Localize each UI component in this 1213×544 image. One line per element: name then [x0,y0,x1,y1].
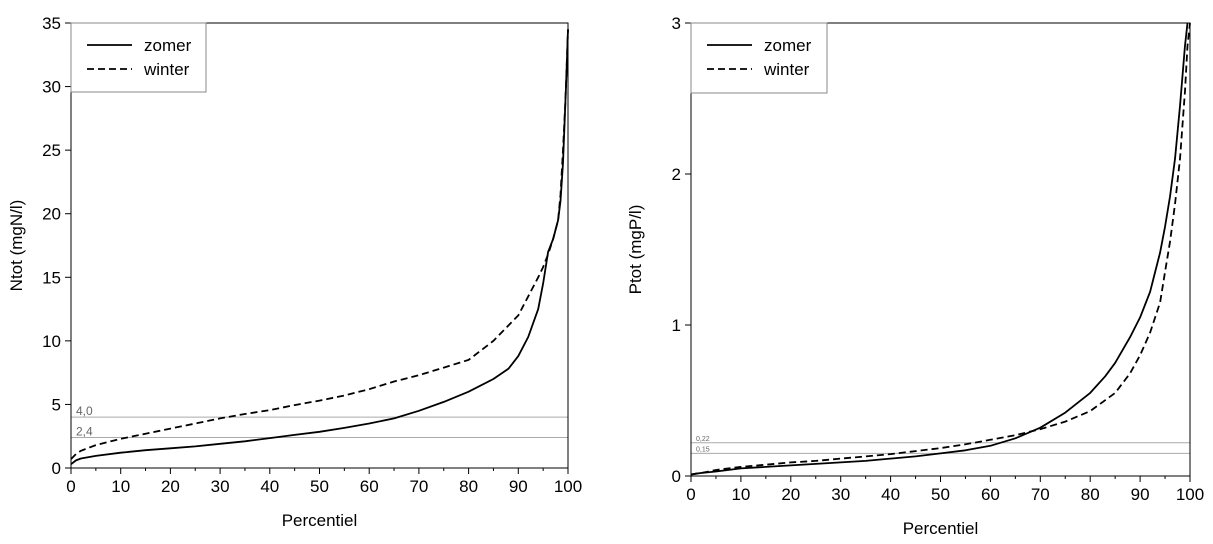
series-line-winter [70,29,569,460]
y-tick-label: 10 [42,332,61,351]
y-axis-label: Ptot (mgP/l) [626,205,645,295]
x-tick-label: 50 [931,485,950,504]
x-tick-label: 20 [161,477,180,496]
x-tick-label: 20 [781,485,800,504]
x-tick-label: 80 [1081,485,1100,504]
series-line-zomer [690,22,1189,476]
reference-label: 0,22 [696,436,710,443]
x-tick-label: 60 [360,477,379,496]
x-tick-label: 100 [554,477,582,496]
y-tick-label: 2 [672,165,681,184]
x-tick-label: 30 [831,485,850,504]
y-tick-label: 30 [42,78,61,97]
chart-ntot: 4,0 2,4 0 10 20 30 40 50 60 70 80 90 100 0 5 10 15 20 25 30… [7,14,582,530]
legend-label: zomer [144,36,192,55]
legend-box [70,22,207,93]
y-tick-label: 0 [52,459,61,478]
chart-ptot: 0,22 0,15 0 10 20 30 40 50 60 70 80 90 100 0 1 2 3 Percen… [626,14,1204,538]
legend-label: zomer [764,36,812,55]
x-tick-label: 100 [1176,485,1204,504]
y-tick-label: 15 [42,268,61,287]
x-axis-label: Percentiel [282,511,358,530]
x-tick-label: 10 [731,485,750,504]
reference-label: 0,15 [696,446,710,453]
x-tick-label: 60 [981,485,1000,504]
y-tick-label: 0 [672,467,681,486]
reference-label: 2,4 [76,424,93,438]
x-tick-label: 10 [111,477,130,496]
y-tick-label: 35 [42,14,61,33]
x-axis-label: Percentiel [903,519,979,538]
y-tick-label: 1 [672,316,681,335]
series-line-zomer [70,29,569,465]
y-tick-label: 25 [42,141,61,160]
x-tick-label: 70 [1031,485,1050,504]
series-line-winter [690,22,1191,476]
legend-label: winter [143,60,190,79]
x-tick-label: 40 [260,477,279,496]
reference-label: 4,0 [76,404,93,418]
y-tick-label: 5 [52,395,61,414]
legend-label: winter [763,60,810,79]
x-tick-label: 50 [310,477,329,496]
x-tick-label: 40 [881,485,900,504]
y-tick-label: 3 [672,14,681,33]
x-tick-label: 90 [1131,485,1150,504]
y-tick-label: 20 [42,205,61,224]
x-tick-label: 0 [686,485,695,504]
y-axis-label: Ntot (mgN/l) [7,200,26,292]
x-tick-label: 30 [211,477,230,496]
x-tick-label: 90 [509,477,528,496]
legend-box [690,22,828,94]
x-tick-label: 0 [66,477,75,496]
x-tick-label: 70 [409,477,428,496]
x-tick-label: 80 [459,477,478,496]
